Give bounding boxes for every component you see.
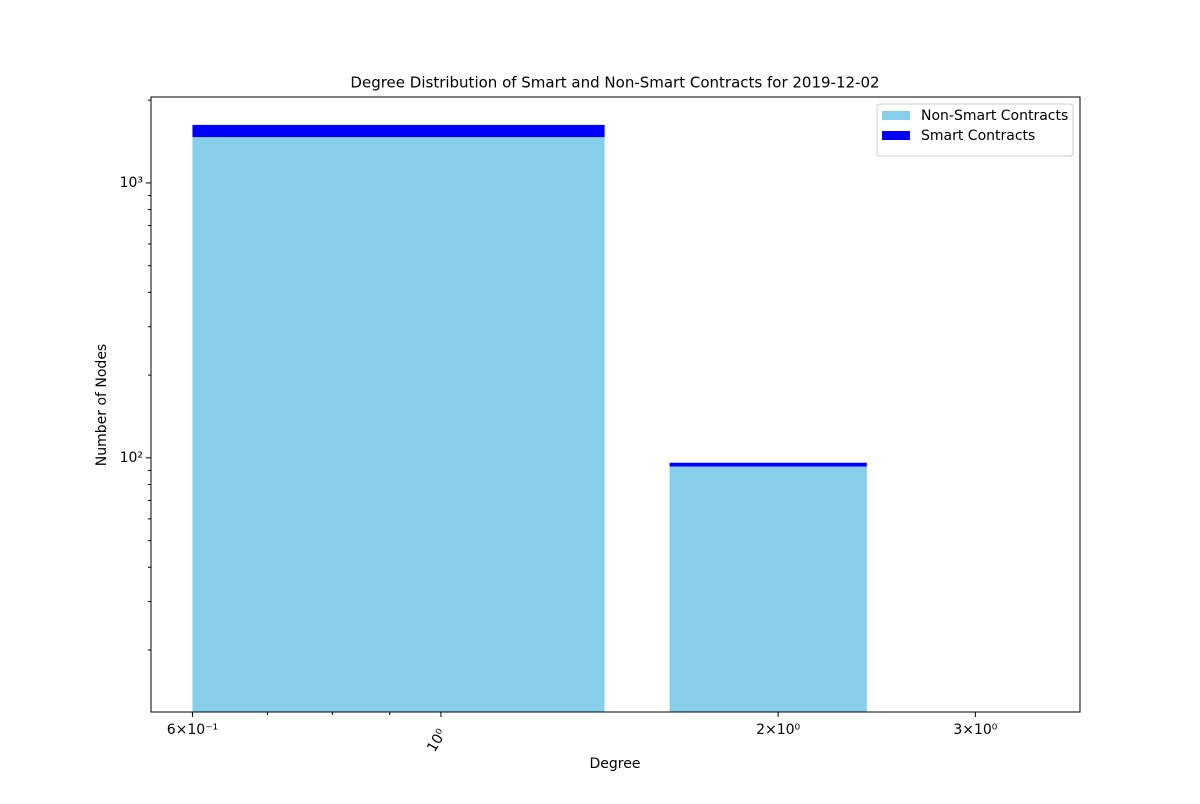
y-tick-label: 10³	[120, 175, 143, 191]
x-tick-label: 2×10⁰	[756, 722, 800, 738]
legend-swatch	[882, 111, 910, 120]
x-tick-label: 10⁰	[424, 726, 450, 755]
bar	[669, 466, 867, 712]
y-tick-label: 10²	[120, 450, 143, 466]
bar	[192, 124, 605, 138]
chart-title: Degree Distribution of Smart and Non-Sma…	[350, 74, 879, 92]
bar	[669, 462, 867, 467]
legend-swatch	[882, 131, 910, 140]
x-axis-label: Degree	[590, 756, 641, 772]
legend-label: Non-Smart Contracts	[921, 108, 1068, 124]
bar	[192, 137, 605, 712]
x-tick-label: 6×10⁻¹	[167, 722, 218, 738]
legend-label: Smart Contracts	[921, 128, 1035, 144]
y-axis-label: Number of Nodes	[94, 344, 110, 466]
legend-box	[876, 103, 1074, 157]
plot-frame	[150, 96, 1081, 713]
x-tick-label: 3×10⁰	[953, 722, 997, 738]
